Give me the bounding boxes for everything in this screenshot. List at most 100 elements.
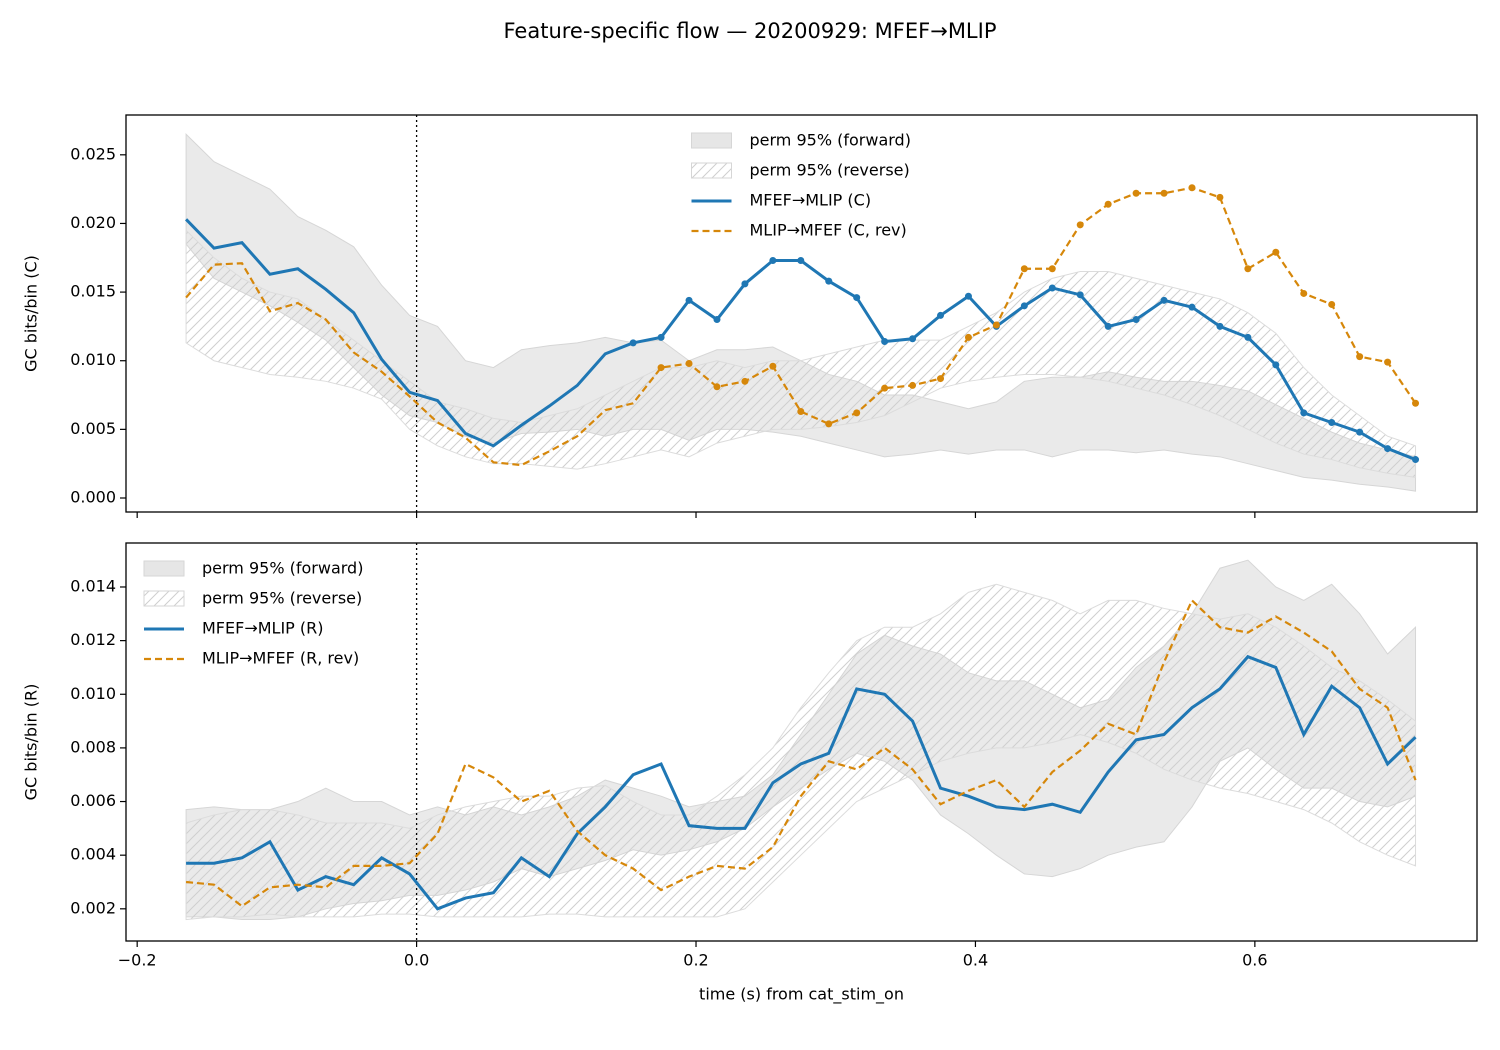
data-point [741,280,749,288]
x-tick-label: 0.2 [683,951,708,970]
data-line [185,186,1417,467]
data-point [1384,358,1392,366]
data-point [1244,265,1252,273]
y-tick-label: 0.010 [70,684,116,703]
data-point [769,257,777,265]
data-point [741,377,749,385]
data-point [713,383,721,391]
data-point [1132,316,1140,324]
y-tick-label: 0.002 [70,898,116,917]
data-point [685,359,693,367]
data-point [881,338,889,346]
data-point [1020,265,1028,273]
data-point [1104,200,1112,208]
data-point [1412,456,1420,464]
data-point [1328,418,1336,426]
x-tick-label: 0.4 [963,951,988,970]
data-point [853,294,861,302]
data-point [1132,189,1140,197]
data-point [1020,302,1028,310]
data-point [1300,289,1308,297]
data-point [629,339,637,347]
y-axis-label: GC bits/bin (R) [22,684,41,801]
data-point [769,362,777,370]
y-tick-label: 0.020 [70,213,116,232]
x-tick-label: 0.6 [1242,951,1267,970]
y-tick-label: 0.025 [70,144,116,163]
data-point [1160,296,1168,304]
data-point [713,316,721,324]
legend-label: MFEF→MLIP (C) [750,191,872,210]
data-point [964,333,972,341]
data-point [1356,428,1364,436]
legend-swatch [143,560,185,577]
data-point [909,381,917,389]
data-point [1216,322,1224,330]
data-point [1188,184,1196,192]
data-line [185,598,1417,908]
data-point [937,311,945,319]
plot-area [184,115,1420,512]
figure-title: Feature-specific flow — 20200929: MFEF→M… [503,19,996,43]
y-tick-label: 0.015 [70,282,116,301]
data-point [1104,322,1112,330]
data-point [1160,189,1168,197]
data-line [186,654,1417,911]
data-point [1272,248,1280,256]
data-point [825,420,833,428]
x-axis-label: time (s) from cat_stim_on [699,985,904,1005]
y-tick-label: 0.010 [70,350,116,369]
data-point [797,257,805,265]
y-tick-label: 0.008 [70,737,116,756]
confidence-band [185,583,1417,921]
data-point [825,277,833,285]
data-point [1412,399,1420,407]
data-point [1076,291,1084,299]
data-point [1216,193,1224,201]
data-point [1076,221,1084,229]
legend-label: perm 95% (forward) [202,559,363,578]
legend-swatch [691,132,732,149]
x-tick-label: 0.0 [404,951,429,970]
data-point [881,384,889,392]
data-point [1048,284,1056,292]
data-point [1356,353,1364,361]
legend-label: MFEF→MLIP (R) [202,619,324,638]
legend-label: perm 95% (forward) [750,131,911,150]
axes-frame [125,114,1478,513]
data-point [992,321,1000,329]
y-axis-label: GC bits/bin (C) [22,255,41,372]
y-tick-label: 0.000 [70,487,116,506]
data-point [1272,361,1280,369]
data-point [1244,333,1252,341]
data-point [909,335,917,343]
data-point [1328,300,1336,308]
data-point [657,333,665,341]
legend-label: perm 95% (reverse) [202,589,362,608]
y-tick-label: 0.005 [70,419,116,438]
axes-frame [125,542,1478,942]
data-point [685,296,693,304]
plot-area [185,543,1417,941]
x-tick-label: −0.2 [118,951,157,970]
data-point [657,364,665,372]
data-point [937,375,945,383]
confidence-band [185,229,1417,478]
legend-swatch [691,162,732,179]
y-tick-label: 0.004 [70,845,116,864]
data-point [1188,303,1196,311]
legend-label: MLIP→MFEF (R, rev) [202,649,359,668]
y-tick-label: 0.012 [70,630,116,649]
data-point [1300,409,1308,417]
y-tick-label: 0.006 [70,791,116,810]
y-tick-label: 0.014 [70,576,116,595]
legend-label: MLIP→MFEF (C, rev) [750,221,907,240]
data-point [964,292,972,300]
legend-label: perm 95% (reverse) [750,161,910,180]
data-point [853,409,861,417]
legend-swatch [143,590,185,607]
data-point [1384,445,1392,453]
data-point [1048,265,1056,273]
data-point [797,408,805,416]
